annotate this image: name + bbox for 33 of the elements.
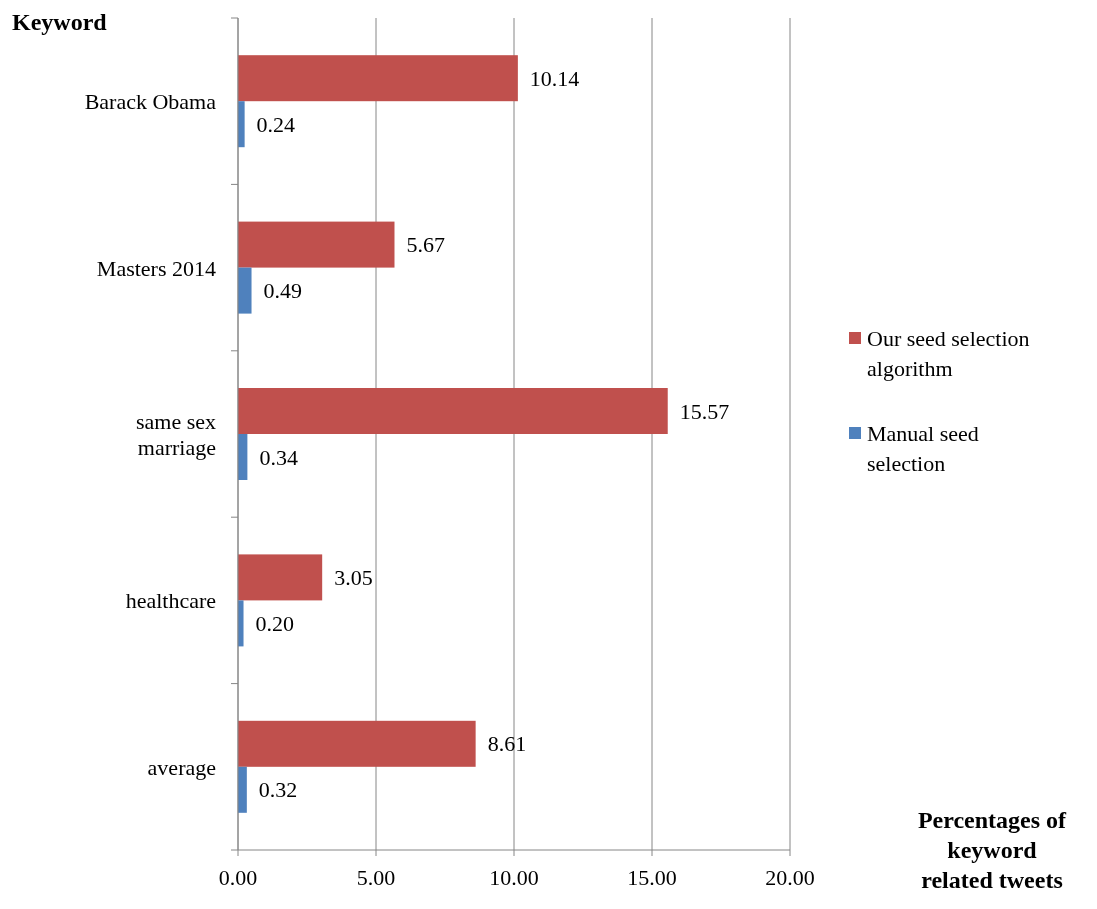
bar — [238, 720, 476, 767]
legend-label: Manual seed selection — [867, 420, 979, 476]
bar — [238, 766, 247, 813]
y-axis-title: Keyword — [12, 9, 108, 35]
data-label: 0.34 — [259, 444, 298, 470]
data-label: 0.49 — [263, 278, 303, 304]
x-tick-label: 0.00 — [218, 865, 258, 890]
y-tick-label: same sex marriage — [135, 408, 216, 460]
bar — [238, 600, 244, 647]
x-tick-label: 15.00 — [627, 865, 677, 890]
data-label: 10.14 — [529, 65, 580, 91]
x-axis-title: Percentages of keyword related tweets — [917, 807, 1068, 893]
data-label: 0.24 — [256, 111, 296, 137]
bar — [238, 101, 245, 148]
bar — [238, 55, 518, 102]
x-tick-label: 20.00 — [765, 865, 815, 890]
legend-label: Our seed selection algorithm — [867, 325, 1030, 381]
data-label: 15.57 — [679, 398, 730, 424]
x-tick-label: 10.00 — [489, 865, 539, 890]
x-tick-label: 5.00 — [356, 865, 396, 890]
data-label: 8.61 — [487, 731, 527, 757]
bar — [238, 388, 668, 434]
y-tick-label: healthcare — [125, 587, 216, 613]
y-tick-label: Masters 2014 — [96, 255, 216, 281]
bar — [238, 267, 252, 314]
data-label: 0.20 — [255, 610, 295, 636]
data-label: 0.32 — [258, 777, 298, 803]
bar — [238, 554, 323, 601]
y-tick-label: average — [147, 754, 216, 780]
bar — [238, 221, 395, 268]
data-label: 3.05 — [334, 564, 373, 590]
data-label: 5.67 — [406, 232, 445, 258]
y-tick-label: Barack Obama — [84, 88, 217, 114]
